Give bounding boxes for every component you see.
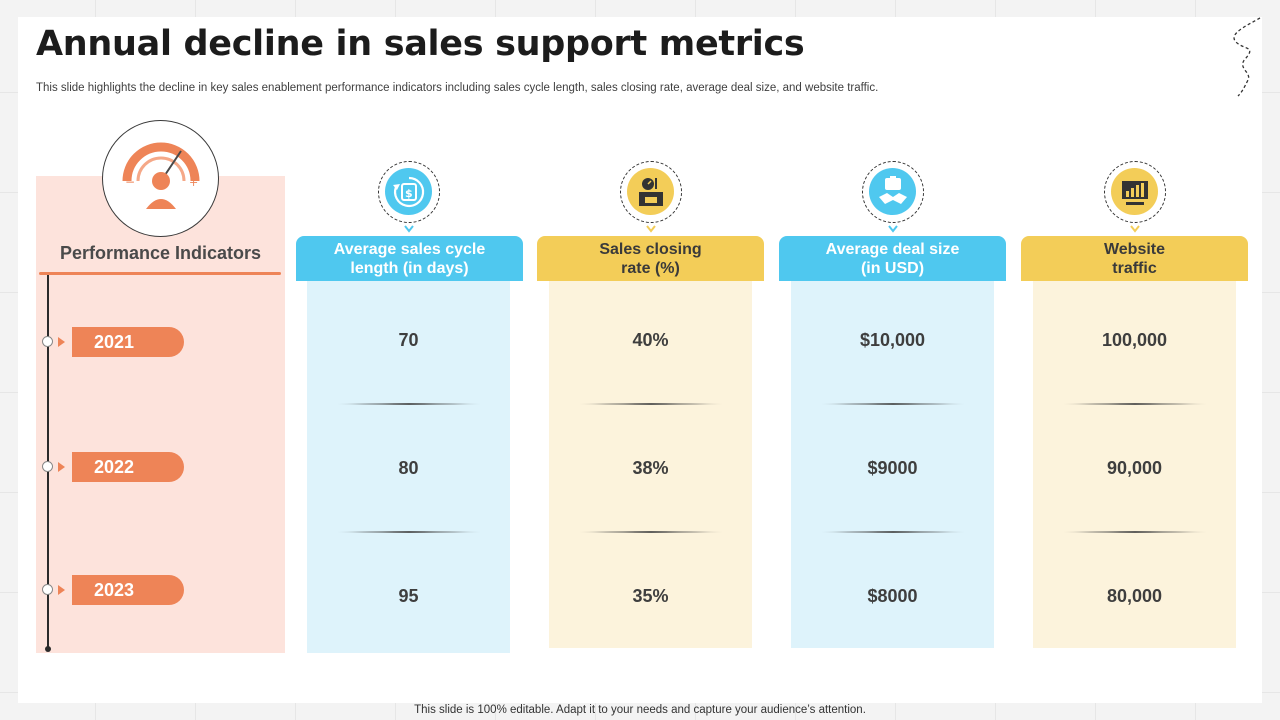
column-header-closing-rate: Sales closing rate (%) [537, 236, 764, 281]
chevron-down-icon [1130, 225, 1140, 233]
squiggle-decoration-icon [1233, 17, 1261, 97]
value-cell: $10,000 [859, 330, 926, 350]
row-separator [579, 531, 723, 533]
chevron-down-icon [404, 225, 414, 233]
header-line-2: length (in days) [350, 260, 469, 277]
row-separator [1063, 531, 1207, 533]
header-line-2: (in USD) [860, 260, 925, 277]
header-line-1: Average sales cycle [333, 241, 486, 258]
svg-text:$: $ [405, 187, 413, 200]
timeline-arrow [58, 462, 65, 472]
header-line-1: Website [1103, 241, 1166, 258]
year-2023-pill: 2023 [72, 575, 184, 605]
header-line-2: rate (%) [621, 260, 680, 277]
performance-indicators-label: Performance Indicators [59, 243, 262, 263]
value-cell: 95 [398, 586, 419, 606]
row-separator [337, 531, 481, 533]
value-cell: 70 [398, 330, 419, 350]
column-body-sales-cycle: 70 80 95 [307, 281, 510, 653]
value-cell: 38% [632, 458, 669, 478]
timeline-dot [42, 461, 53, 472]
column-4-icon-badge [1104, 161, 1166, 223]
value-cell: 80,000 [1106, 586, 1163, 606]
column-3-icon-badge [862, 161, 924, 223]
column-header-website-traffic: Website traffic [1021, 236, 1248, 281]
handshake-deal-icon [879, 176, 907, 204]
header-line-1: Average deal size [825, 241, 960, 258]
timeline-end-dot [45, 646, 51, 652]
row-separator [821, 403, 965, 405]
footer-note: This slide is 100% editable. Adapt it to… [414, 704, 866, 716]
header-line-2: traffic [1112, 260, 1157, 277]
svg-text:+: + [189, 176, 198, 189]
column-body-website-traffic: 100,000 90,000 80,000 [1033, 281, 1236, 648]
page-subtitle: This slide highlights the decline in key… [36, 82, 879, 94]
row-separator [1063, 403, 1207, 405]
performance-indicators-panel [36, 176, 285, 653]
timeline-arrow [58, 337, 65, 347]
page-title: Annual decline in sales support metrics [36, 24, 805, 64]
chevron-down-icon [888, 225, 898, 233]
row-separator [821, 531, 965, 533]
column-header-deal-size: Average deal size (in USD) [779, 236, 1006, 281]
presentation-chart-icon [1122, 181, 1148, 205]
svg-text:−: − [125, 175, 135, 189]
performance-icon-badge: − + [102, 120, 219, 237]
column-header-sales-cycle: Average sales cycle length (in days) [296, 236, 523, 281]
row-separator [337, 403, 481, 405]
value-cell: 90,000 [1106, 458, 1163, 478]
timeline-dot [42, 584, 53, 595]
money-cycle-icon: $ [393, 176, 425, 208]
value-cell: 80 [398, 458, 419, 478]
shop-closing-icon [639, 178, 663, 206]
column-1-icon-badge: $ [378, 161, 440, 223]
timeline-arrow [58, 585, 65, 595]
value-cell: 100,000 [1101, 330, 1168, 350]
row-separator [579, 403, 723, 405]
value-cell: 35% [632, 586, 669, 606]
column-2-icon-badge [620, 161, 682, 223]
year-2022-pill: 2022 [72, 452, 184, 482]
timeline-dot [42, 336, 53, 347]
chevron-down-icon [646, 225, 656, 233]
year-2021-pill: 2021 [72, 327, 184, 357]
header-line-1: Sales closing [599, 241, 702, 258]
speedometer-person-icon: − + [122, 142, 200, 209]
column-body-deal-size: $10,000 $9000 $8000 [791, 281, 994, 648]
value-cell: 40% [632, 330, 669, 350]
label-underline [39, 272, 281, 275]
column-body-closing-rate: 40% 38% 35% [549, 281, 752, 648]
value-cell: $9000 [867, 458, 918, 478]
value-cell: $8000 [867, 586, 918, 606]
